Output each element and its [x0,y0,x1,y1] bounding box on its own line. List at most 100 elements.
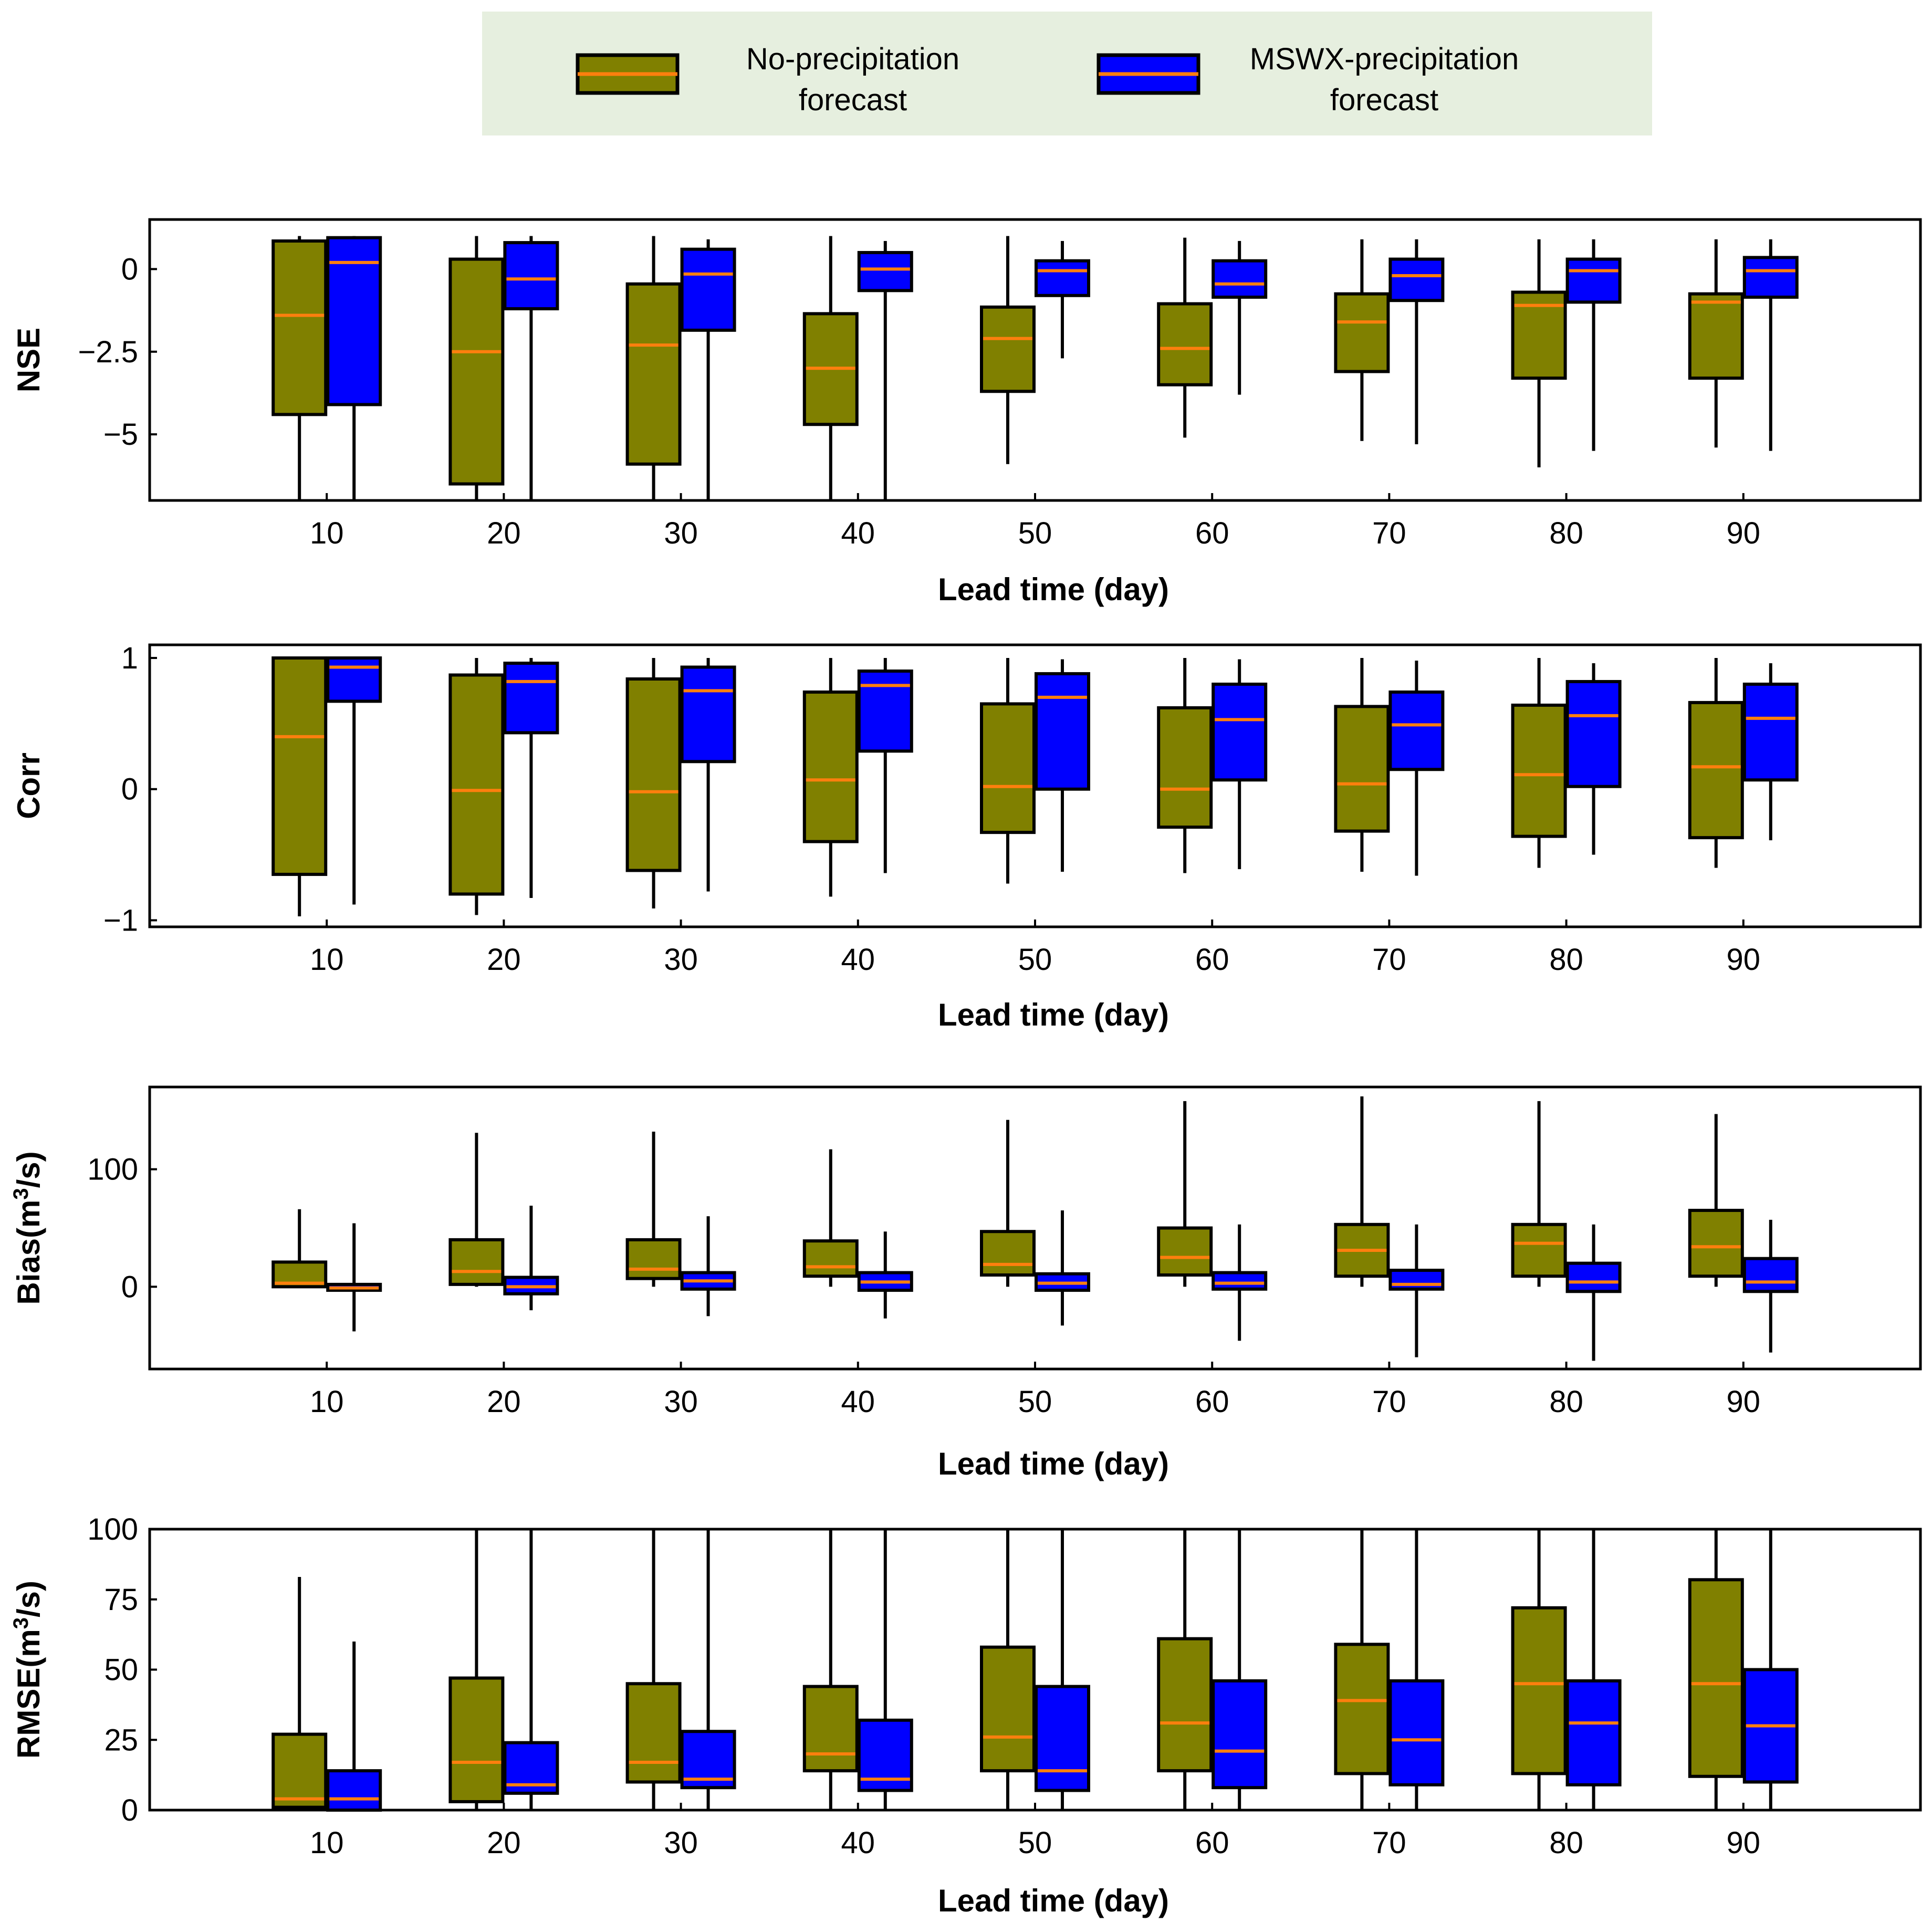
bias-no_precip-box [1688,1208,1744,1278]
nse-mswx-box [503,241,559,310]
bias-xtick-label: 60 [1195,1385,1229,1419]
rmse-ylabel-superscript: 3 [9,1617,33,1629]
nse-mswx-box [1212,259,1268,299]
rmse-xlabel: Lead time (day) [938,1883,1169,1918]
corr-ytick-label: 0 [121,772,138,807]
rmse-mswx-box [1035,1685,1090,1792]
corr-xtick-label: 70 [1372,943,1406,977]
bias-mswx-box [1565,1261,1622,1293]
corr-no_precip-box [802,690,859,843]
bias-mswx-box [1212,1271,1268,1291]
nse-mswx-box [680,247,736,332]
rmse-ylabel-end: /s) [11,1581,46,1617]
rmse-no_precip-box [980,1645,1036,1773]
nse-xtick-label: 70 [1372,516,1406,550]
nse-no_precip-box [1688,292,1744,380]
corr-mswx-box [1742,682,1799,782]
corr-no_precip-box [448,673,505,896]
nse-xlabel: Lead time (day) [938,572,1169,607]
nse-xtick-label: 30 [664,516,698,550]
rmse-mswx-box [1388,1679,1445,1786]
legend-item-no-precip: No-precipitation forecast [576,42,959,117]
bias-xtick-label: 70 [1372,1385,1406,1419]
nse-xtick-label: 90 [1727,516,1761,550]
bias-ylabel-end: /s) [11,1151,46,1188]
nse-mswx-box [1035,259,1090,297]
rmse-no_precip-box [448,1676,505,1803]
bias-ytick-label: 0 [121,1270,138,1304]
rmse-no_precip-box [625,1682,682,1784]
bias-no_precip-box [1511,1222,1567,1278]
corr-xtick-label: 80 [1549,943,1583,977]
corr-xtick-label: 10 [310,943,344,977]
corr-no_precip-box [1688,701,1744,840]
nse-no_precip-box [448,257,505,486]
nse-xtick-label: 50 [1018,516,1052,550]
rmse-xtick-label: 60 [1195,1826,1229,1860]
rmse-no_precip-box [1334,1643,1390,1775]
bias-ytick-label: 100 [87,1153,138,1187]
bias-no_precip-box [448,1238,505,1286]
bias-xtick-label: 90 [1727,1385,1761,1419]
rmse-no_precip-box [271,1732,328,1809]
rmse-ytick-label: 50 [104,1653,138,1687]
bias-no_precip-box [1157,1226,1213,1277]
rmse-mswx-box [1565,1679,1622,1786]
bias-xtick-label: 40 [841,1385,875,1419]
rmse-xtick-label: 50 [1018,1826,1052,1860]
nse-xtick-label: 40 [841,516,875,550]
rmse-ytick-label: 0 [121,1793,138,1827]
rmse-xtick-label: 90 [1727,1826,1761,1860]
panel-nse: 0 −2.5 −5 10 20 30 40 50 60 70 80 90 Lead time (day)… [11,218,1922,607]
corr-ytick-label: −1 [103,904,138,938]
rmse-ylabel: RMSE(m3/s) [9,1581,46,1759]
nse-ytick-label: −5 [103,417,138,452]
legend-label-no-precip-line2: forecast [799,83,907,117]
corr-no_precip-box [271,656,328,876]
bias-xtick-label: 10 [310,1385,344,1419]
nse-ytick-label: −2.5 [78,335,139,369]
nse-ylabel: NSE [11,328,46,392]
legend-label-mswx-line1: MSWX-precipitation [1250,42,1519,76]
rmse-xtick-label: 40 [841,1826,875,1860]
panel-rmse: 100 75 50 25 0 10 20 30 40 50 60 70 80 90 Lead time (d… [9,1512,1922,1918]
corr-xtick-label: 30 [664,943,698,977]
rmse-no_precip-box [1157,1637,1213,1773]
nse-xtick-label: 60 [1195,516,1229,550]
corr-xtick-label: 40 [841,943,875,977]
corr-ytick-label: 1 [121,641,138,675]
rmse-xtick-label: 80 [1549,1826,1583,1860]
nse-no_precip-box [1334,292,1390,373]
rmse-ytick-label: 75 [104,1583,138,1617]
rmse-xtick-label: 10 [310,1826,344,1860]
corr-mswx-box [680,665,736,764]
nse-no_precip-box [271,239,328,416]
rmse-no_precip-box [1511,1606,1567,1775]
legend: No-precipitation forecast MSWX-precipita… [482,12,1652,135]
bias-xtick-label: 80 [1549,1385,1583,1419]
rmse-ytick-label: 100 [87,1512,138,1546]
corr-no_precip-box [625,677,682,872]
corr-xtick-label: 50 [1018,943,1052,977]
panel-bias: 100 0 10 20 30 40 50 60 70 80 90 Lead time (day) Bia… [9,1085,1922,1481]
legend-label-mswx-line2: forecast [1330,83,1438,117]
corr-xtick-label: 90 [1727,943,1761,977]
nse-xtick-label: 20 [487,516,521,550]
bias-xtick-label: 30 [664,1385,698,1419]
nse-ytick-label: 0 [121,252,138,286]
rmse-xtick-label: 70 [1372,1826,1406,1860]
bias-xtick-label: 20 [487,1385,521,1419]
rmse-xtick-label: 20 [487,1826,521,1860]
corr-no_precip-box [1334,705,1390,833]
corr-xtick-label: 20 [487,943,521,977]
corr-mswx-box [326,656,382,703]
bias-no_precip-box [802,1239,859,1278]
corr-mswx-box [857,669,913,753]
corr-mswx-box [1388,690,1445,771]
corr-mswx-box [503,661,559,735]
bias-no_precip-box [980,1230,1036,1277]
corr-no_precip-box [1511,703,1567,838]
rmse-no_precip-box [802,1685,859,1773]
bias-xlabel: Lead time (day) [938,1446,1169,1481]
